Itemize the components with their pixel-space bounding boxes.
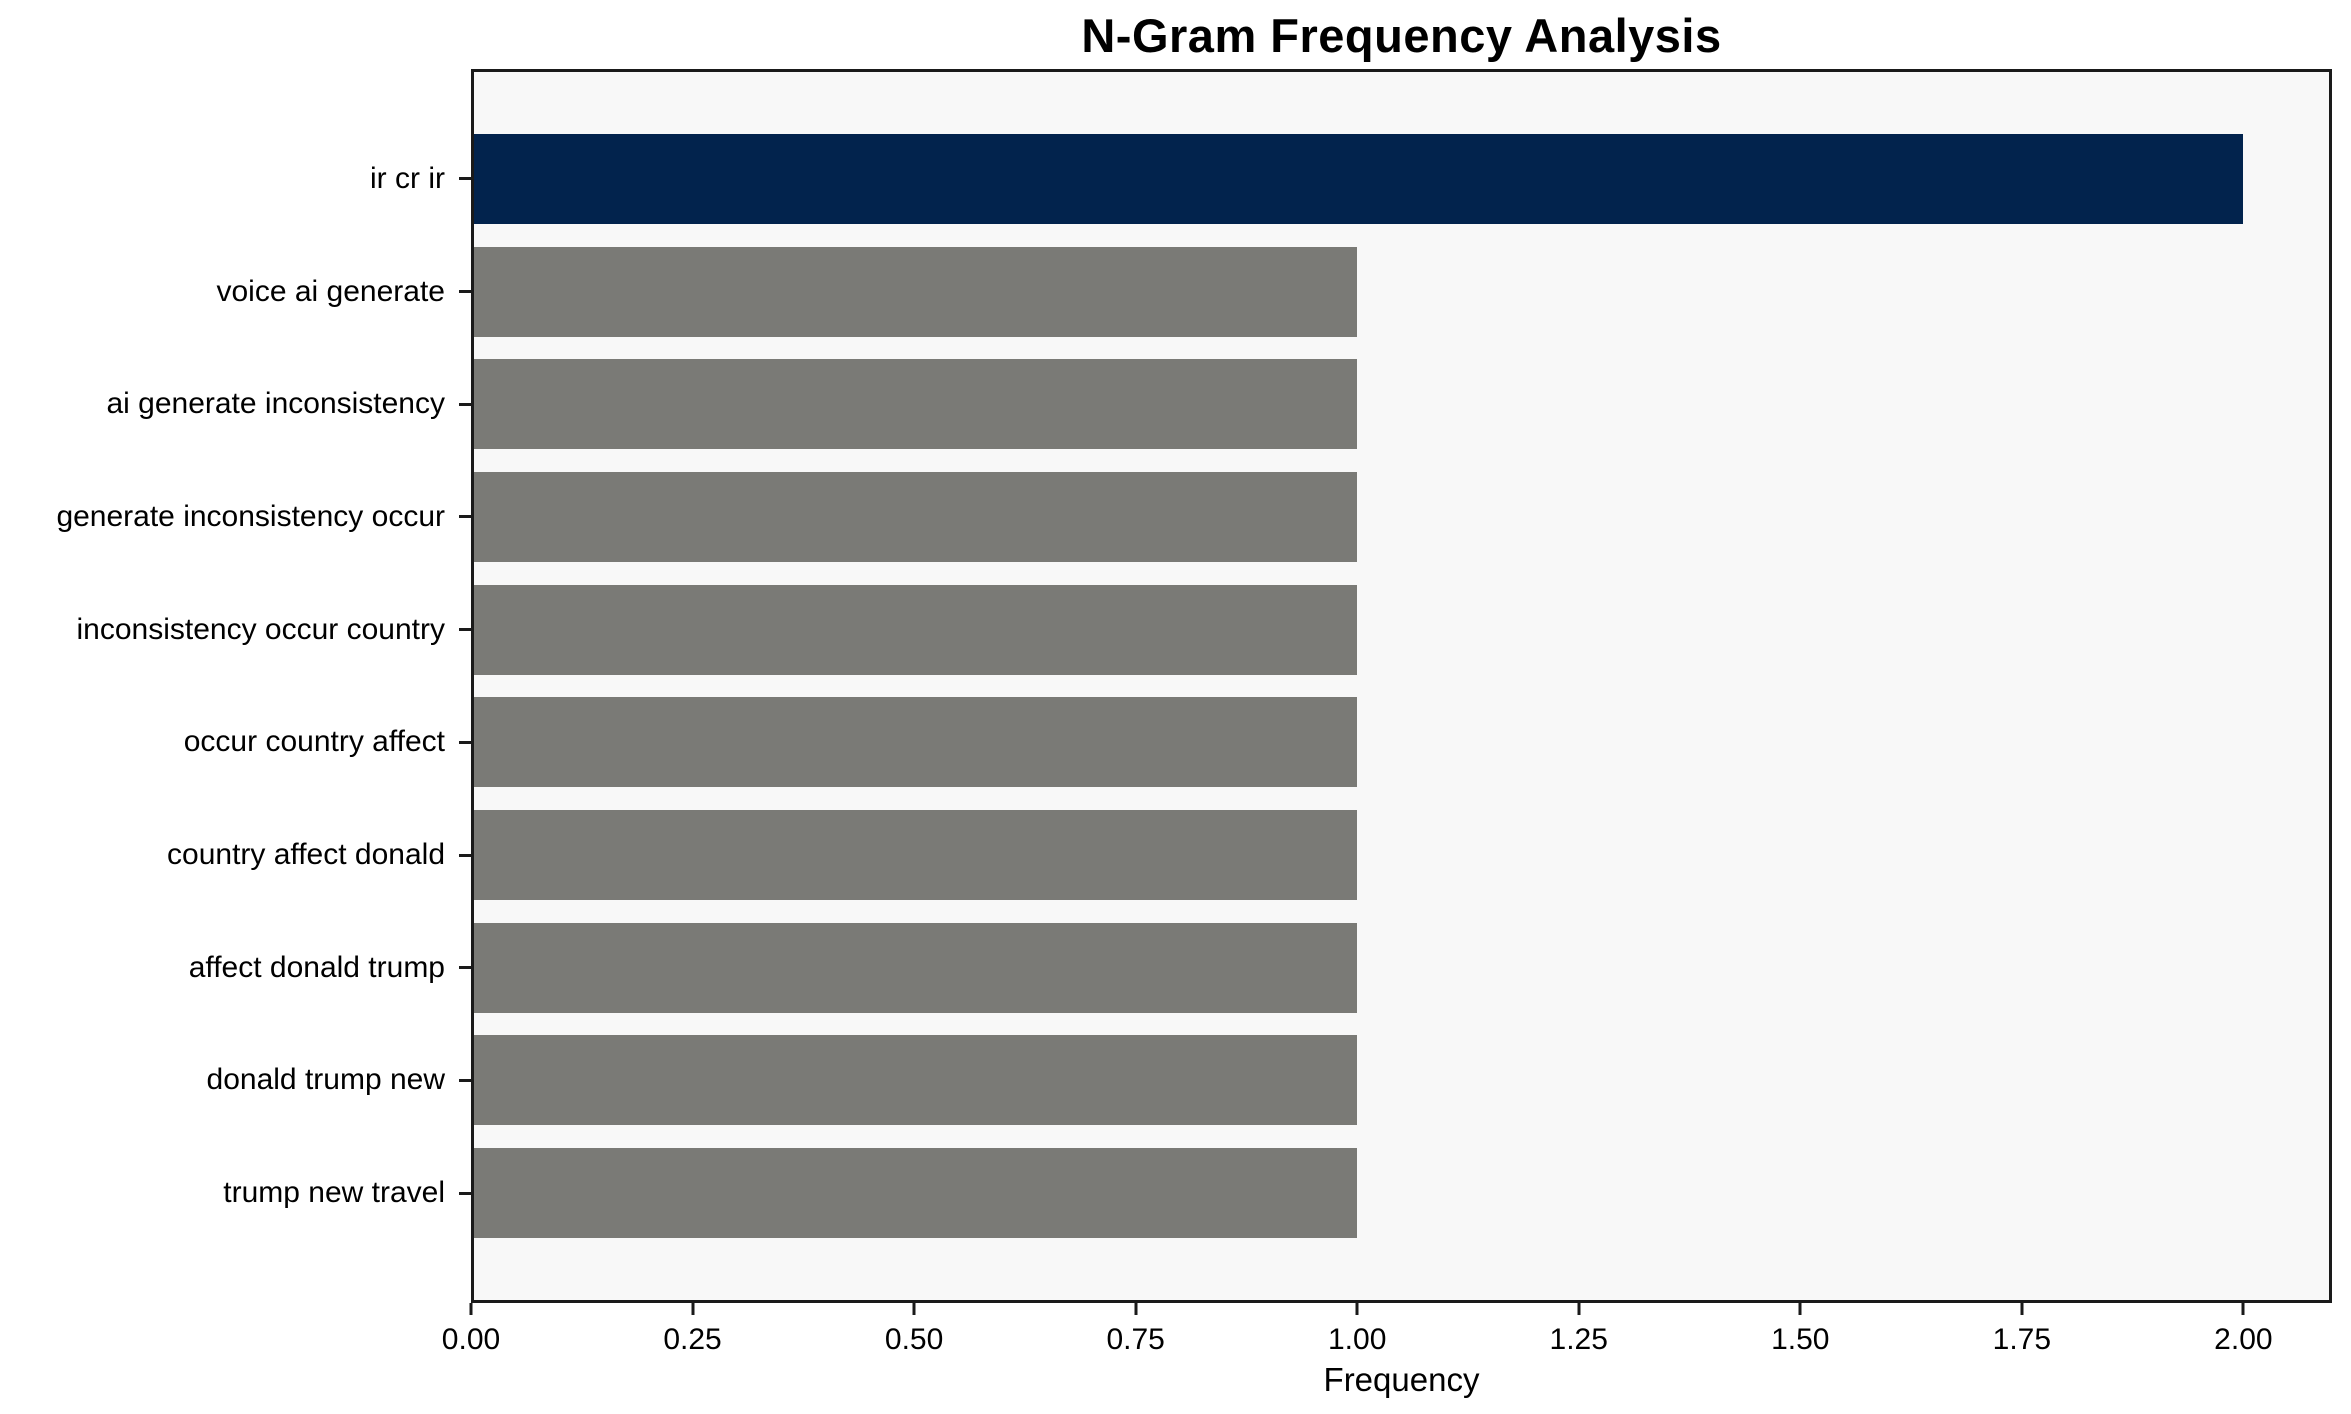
x-tick-mark (1134, 1303, 1138, 1315)
bar (474, 697, 1357, 788)
bar (474, 246, 1357, 337)
bar (474, 471, 1357, 562)
bar (474, 1035, 1357, 1126)
y-tick-mark (459, 966, 471, 970)
y-tick-label: donald trump new (206, 1063, 445, 1097)
y-tick-mark (459, 1191, 471, 1195)
x-tick-mark (2020, 1303, 2024, 1315)
x-tick-label: 1.75 (1992, 1323, 2052, 1356)
y-tick-label: affect donald trump (188, 950, 445, 984)
x-tick-label: 1.00 (1327, 1323, 1387, 1356)
y-tick-label: generate inconsistency occur (56, 499, 445, 533)
x-tick-label: 1.50 (1771, 1323, 1830, 1356)
x-tick-mark (1355, 1303, 1359, 1315)
x-tick-label: 2.00 (2214, 1323, 2273, 1356)
x-tick-mark (691, 1303, 695, 1315)
x-tick-label: 0.75 (1106, 1323, 1165, 1356)
y-tick-label: inconsistency occur country (76, 612, 446, 646)
y-tick-mark (459, 402, 471, 406)
x-axis-title: Frequency (1323, 1361, 1480, 1398)
chart-title: N-Gram Frequency Analysis (1081, 9, 1722, 62)
x-tick-label: 0.50 (884, 1323, 944, 1356)
x-tick-label: 0.00 (441, 1323, 501, 1356)
x-tick-mark (1577, 1303, 1581, 1315)
y-tick-mark (459, 515, 471, 519)
x-tick-mark (2241, 1303, 2245, 1315)
y-tick-label: trump new travel (223, 1176, 445, 1210)
y-tick-mark (459, 853, 471, 857)
y-tick-mark (459, 290, 471, 294)
x-tick-mark (469, 1303, 473, 1315)
bar (474, 1148, 1357, 1239)
x-tick-mark (1798, 1303, 1802, 1315)
x-tick-label: 0.25 (663, 1323, 722, 1356)
y-tick-mark (459, 1078, 471, 1082)
y-tick-label: voice ai generate (216, 274, 446, 308)
y-tick-label: ir cr ir (370, 161, 445, 195)
y-tick-mark (459, 740, 471, 744)
bar (474, 810, 1357, 901)
x-tick-mark (912, 1303, 916, 1315)
plot-area (471, 69, 2332, 1303)
bar (474, 584, 1357, 675)
y-tick-label: ai generate inconsistency (106, 387, 445, 421)
bar (474, 922, 1357, 1013)
y-tick-label: occur country affect (183, 725, 445, 759)
y-tick-mark (459, 628, 471, 632)
bar (474, 133, 2243, 224)
y-tick-mark (459, 177, 471, 181)
x-tick-label: 1.25 (1549, 1323, 1608, 1356)
y-tick-label: country affect donald (167, 838, 445, 872)
bar (474, 359, 1357, 450)
